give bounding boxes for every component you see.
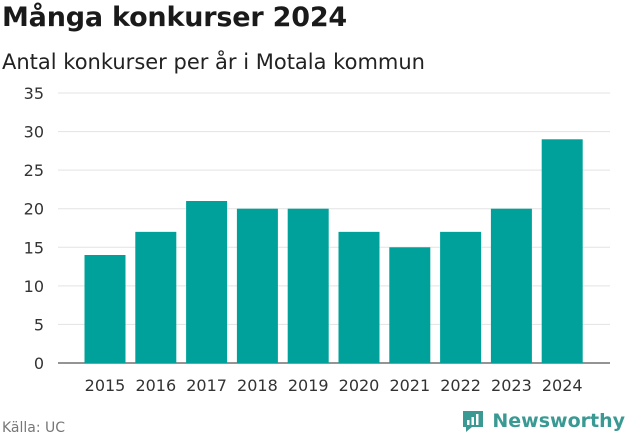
bar-2021 — [389, 247, 431, 363]
y-tick-label: 10 — [24, 277, 44, 296]
y-tick-label: 30 — [24, 123, 44, 142]
y-tick-label: 0 — [34, 354, 44, 373]
x-tick-label: 2017 — [186, 376, 227, 395]
x-tick-label: 2023 — [491, 376, 532, 395]
bar-2024 — [541, 139, 583, 363]
bar-2018 — [236, 208, 278, 363]
y-tick-label: 5 — [34, 315, 44, 334]
bar-2017 — [186, 201, 228, 363]
bar-2022 — [440, 231, 482, 363]
y-axis-labels: 0 5 10 15 20 25 30 35 — [24, 84, 44, 373]
y-tick-label: 15 — [24, 238, 44, 257]
bars — [84, 139, 583, 363]
bar-2015 — [84, 255, 126, 363]
bar-2023 — [490, 208, 532, 363]
y-tick-label: 25 — [24, 161, 44, 180]
x-tick-label: 2021 — [389, 376, 430, 395]
bar-2016 — [135, 231, 177, 363]
y-tick-label: 35 — [24, 84, 44, 103]
x-tick-label: 2022 — [440, 376, 481, 395]
brand-name: Newsworthy — [492, 410, 625, 432]
x-tick-label: 2024 — [542, 376, 583, 395]
newsworthy-logo-icon — [463, 411, 484, 432]
x-tick-label: 2018 — [237, 376, 278, 395]
x-tick-label: 2016 — [135, 376, 176, 395]
bar-2020 — [338, 231, 380, 363]
brand-logo: Newsworthy — [460, 408, 625, 434]
x-tick-label: 2020 — [339, 376, 380, 395]
x-axis-labels: 2015 2016 2017 2018 2019 2020 2021 2022 2023 2024 — [85, 376, 583, 395]
x-tick-label: 2015 — [85, 376, 126, 395]
x-tick-label: 2019 — [288, 376, 329, 395]
chart-title: Många konkurser 2024 — [2, 2, 347, 33]
y-tick-label: 20 — [24, 200, 44, 219]
bar-2019 — [287, 208, 329, 363]
source-note: Källa: UC — [2, 420, 66, 436]
chart-subtitle: Antal konkurser per år i Motala kommun — [2, 50, 425, 74]
